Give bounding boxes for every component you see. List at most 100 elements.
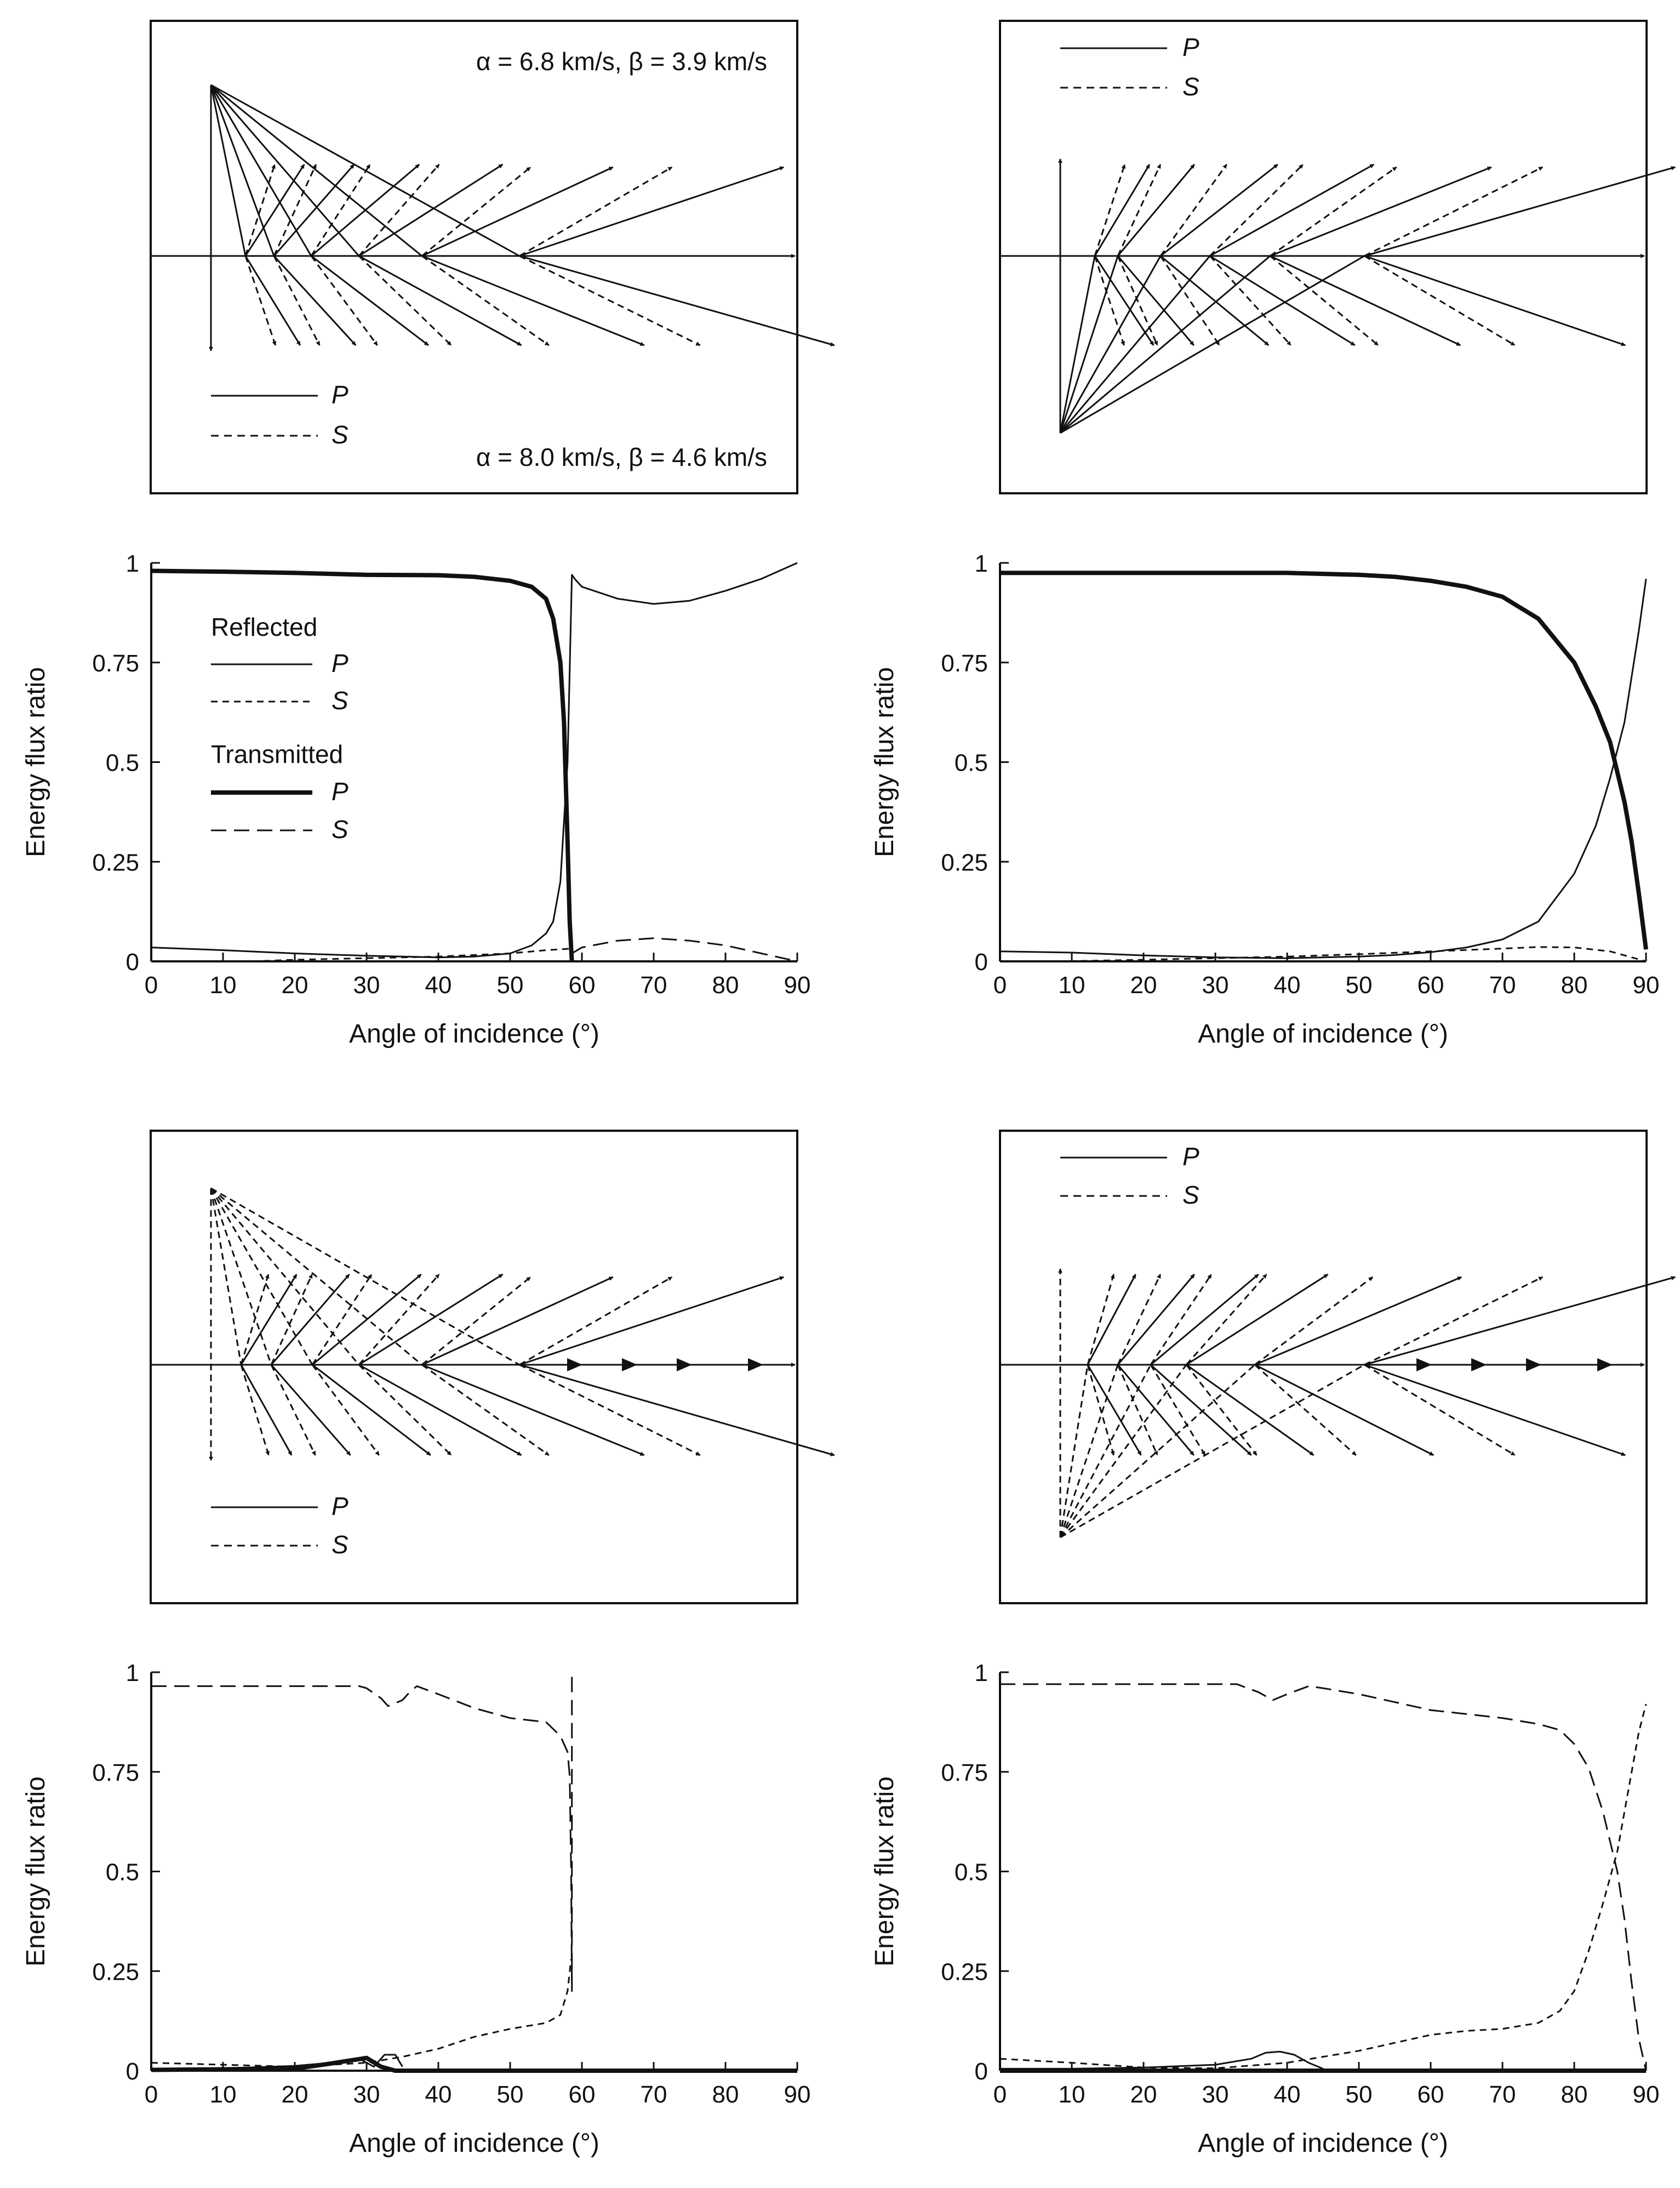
rays-group bbox=[151, 84, 835, 351]
reflected-p-ray bbox=[421, 166, 614, 257]
head-wave-arrow bbox=[748, 1358, 763, 1371]
x-tick-label: 0 bbox=[145, 972, 158, 999]
x-tick-label: 80 bbox=[712, 2081, 739, 2108]
x-tick-label: 10 bbox=[210, 972, 237, 999]
diagram-frame bbox=[150, 20, 798, 494]
transmitted-p-ray bbox=[519, 1364, 835, 1456]
x-tick-label: 90 bbox=[784, 972, 811, 999]
head-wave-arrow bbox=[622, 1358, 637, 1371]
x-tick-label: 0 bbox=[145, 2081, 158, 2108]
series-transmitted-p bbox=[151, 2055, 797, 2073]
transmitted-s-ray bbox=[1087, 1274, 1115, 1365]
head-wave-arrow bbox=[1597, 1358, 1613, 1371]
x-tick-label: 10 bbox=[1059, 972, 1085, 999]
reflected-s-ray bbox=[358, 1274, 440, 1365]
reflected-s-ray bbox=[519, 166, 673, 257]
reflected-p-ray bbox=[270, 1274, 350, 1365]
ray-diagram-d: P S bbox=[999, 1130, 1676, 1604]
transmitted-p-ray bbox=[358, 1364, 522, 1456]
y-tick-label: 0.5 bbox=[955, 750, 988, 777]
transmitted-s-ray bbox=[240, 1364, 270, 1456]
transmitted-p-ray bbox=[358, 255, 522, 346]
transmitted-s-ray bbox=[1094, 164, 1126, 257]
x-tick-label: 70 bbox=[641, 972, 667, 999]
reflected-s-ray bbox=[1087, 1364, 1115, 1456]
incident-ray bbox=[1059, 255, 1119, 434]
transmitted-p-ray bbox=[1150, 1273, 1259, 1366]
transmitted-p-ray bbox=[240, 1364, 293, 1456]
transmitted-p-ray bbox=[312, 1364, 431, 1456]
incident-ray bbox=[210, 1187, 520, 1366]
transmitted-s-ray bbox=[1364, 1276, 1543, 1366]
transmitted-p-ray bbox=[1270, 166, 1492, 257]
legend-transmitted-heading: Transmitted bbox=[211, 740, 343, 768]
head-wave-arrow bbox=[677, 1358, 692, 1371]
reflected-p-ray bbox=[1270, 255, 1461, 346]
transmitted-s-ray bbox=[1117, 164, 1162, 257]
upper-medium-label: α = 6.8 km/s, β = 3.9 km/s bbox=[476, 47, 767, 76]
x-tick-label: 90 bbox=[1633, 2081, 1660, 2108]
y-tick-label: 0.25 bbox=[941, 1958, 988, 1985]
head-wave-arrow bbox=[1416, 1358, 1432, 1371]
series-reflected-s bbox=[151, 1959, 572, 2068]
transmitted-p-ray bbox=[1094, 164, 1151, 257]
reflected-p-ray bbox=[1160, 255, 1270, 346]
transmitted-s-ray bbox=[1270, 166, 1397, 257]
reflected-s-ray bbox=[1270, 255, 1379, 346]
incident-ray bbox=[1059, 1364, 1119, 1538]
chart-d: 0 10 20 30 40 50 60 70 80 90 0 0.25 0.5 0.75 1 Angle of… bbox=[870, 1660, 1659, 2158]
incident-ray bbox=[1059, 1364, 1089, 1538]
x-tick-label: 70 bbox=[1489, 972, 1516, 999]
x-tick-label: 10 bbox=[210, 2081, 237, 2108]
reflected-s-ray bbox=[1364, 1364, 1516, 1456]
incident-ray bbox=[1059, 255, 1096, 434]
reflected-p-ray bbox=[1117, 255, 1195, 346]
y-axis-title: Energy flux ratio bbox=[21, 1776, 50, 1967]
x-tick-label: 60 bbox=[569, 972, 596, 999]
x-axis-title: Angle of incidence (°) bbox=[1198, 1019, 1448, 1049]
diagram-frame bbox=[999, 1130, 1648, 1604]
y-tick-label: 1 bbox=[126, 550, 139, 577]
x-tick-label: 40 bbox=[1274, 972, 1301, 999]
series-reflected-s bbox=[999, 1703, 1647, 2070]
transmitted-p-ray bbox=[1087, 1274, 1136, 1365]
ray-diagram-b: P S bbox=[999, 20, 1676, 494]
legend-s-label: S bbox=[332, 420, 348, 449]
x-tick-label: 60 bbox=[1418, 2081, 1444, 2108]
transmitted-p-ray bbox=[1254, 1276, 1462, 1366]
series-transmitted-s bbox=[571, 937, 798, 962]
y-tick-label: 1 bbox=[126, 1660, 139, 1686]
incident-ray bbox=[210, 84, 275, 257]
series-reflected-s bbox=[252, 948, 572, 962]
reflected-p-ray bbox=[1087, 1364, 1142, 1456]
incident-ray bbox=[210, 1188, 313, 1365]
lower-medium-label: α = 8.0 km/s, β = 4.6 km/s bbox=[476, 443, 767, 471]
reflected-p-ray bbox=[1150, 1364, 1252, 1456]
reflected-s-ray bbox=[1209, 255, 1292, 346]
y-axis-title: Energy flux ratio bbox=[870, 1776, 899, 1967]
transmitted-s-ray bbox=[519, 1364, 701, 1456]
transmitted-s-ray bbox=[244, 255, 277, 346]
legend-transmitted-p-label: P bbox=[332, 777, 348, 806]
legend-p-label: P bbox=[1182, 1142, 1199, 1171]
x-tick-label: 70 bbox=[1489, 2081, 1516, 2108]
y-tick-label: 0 bbox=[126, 949, 139, 976]
x-axis-title: Angle of incidence (°) bbox=[349, 1019, 599, 1049]
legend-p-label: P bbox=[332, 1492, 348, 1520]
transmitted-s-ray bbox=[421, 1364, 550, 1456]
diagram-frame bbox=[150, 1130, 798, 1604]
reflected-p-ray bbox=[1209, 255, 1356, 346]
incident-ray bbox=[1060, 255, 1365, 434]
diagram-frame bbox=[999, 20, 1648, 494]
y-tick-label: 0.75 bbox=[941, 650, 988, 677]
y-tick-label: 0 bbox=[975, 2058, 988, 2085]
chart-legend: Reflected P S Transmitted P S bbox=[211, 613, 348, 844]
reflected-s-ray bbox=[270, 1274, 313, 1365]
reflected-s-ray bbox=[358, 164, 440, 257]
x-axis-title: Angle of incidence (°) bbox=[349, 2129, 599, 2158]
transmitted-s-ray bbox=[1364, 166, 1543, 257]
reflected-s-ray bbox=[421, 166, 532, 257]
transmitted-p-ray bbox=[1364, 166, 1676, 257]
transmitted-p-ray bbox=[1117, 164, 1195, 257]
